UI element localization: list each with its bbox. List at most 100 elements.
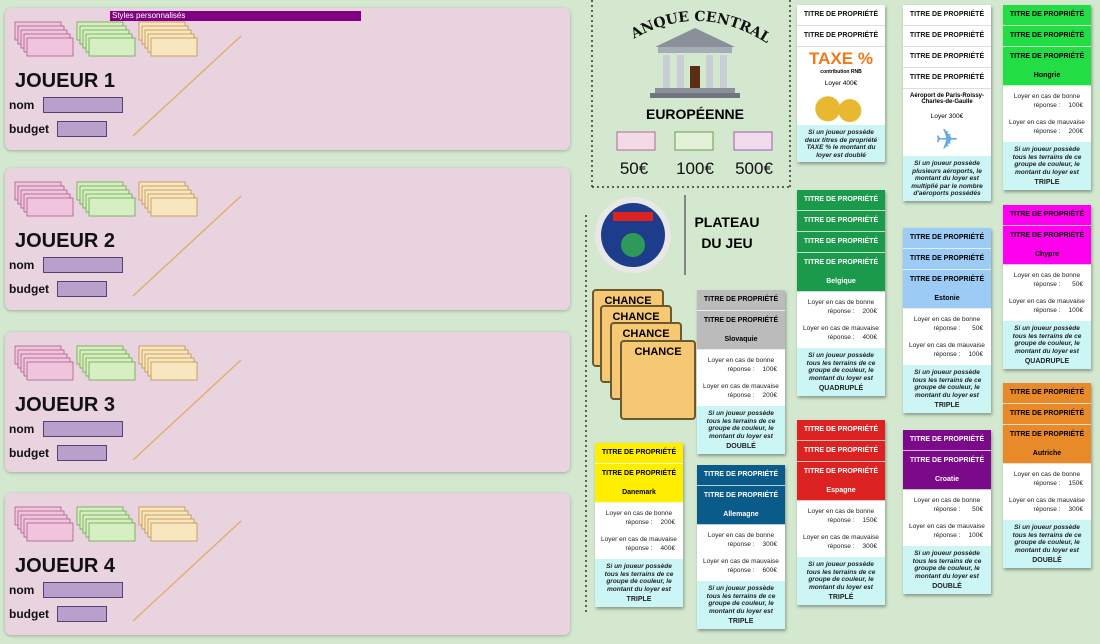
bank-title-path: BANQUE CENTRALE: [0, 0, 773, 47]
card-header: TITRE DE PROPRIÉTÉ: [595, 443, 683, 464]
property-card: TITRE DE PROPRIÉTÉ TITRE DE PROPRIÉTÉ Croa…: [903, 430, 991, 594]
name-input[interactable]: [43, 421, 123, 437]
card-header: TITRE DE PROPRIÉTÉ: [697, 290, 785, 311]
card-header: TITRE DE PROPRIÉTÉ: [1003, 205, 1091, 226]
multiplier: DOUBLÉ: [932, 583, 962, 590]
player-panel: JOUEUR 3 nom budget: [5, 332, 570, 472]
card-body: Loyer en cas de bonne réponse :100€ Loyer…: [697, 350, 785, 406]
budget-label: budget: [9, 446, 49, 460]
rent-good-label: Loyer en cas de bonne réponse :: [1013, 272, 1081, 288]
card-header: TITRE DE PROPRIÉTÉ: [797, 232, 885, 253]
rent-good: 150€: [862, 517, 877, 524]
card-name: Chypre: [1034, 251, 1060, 258]
card-header: TITRE DE PROPRIÉTÉ Danemark: [595, 464, 683, 503]
card-header-text: TITRE DE PROPRIÉTÉ: [1009, 211, 1085, 218]
card-header-text: TITRE DE PROPRIÉTÉ: [803, 468, 879, 475]
card-rent: Loyer 300€: [930, 113, 964, 120]
rent-good: 100€: [1068, 102, 1083, 109]
card-header-text: TITRE DE PROPRIÉTÉ: [703, 296, 779, 303]
card-header-text: TITRE DE PROPRIÉTÉ: [909, 436, 985, 443]
rent-bad: 100€: [968, 351, 983, 358]
multiplier: TRIPLE: [728, 618, 754, 625]
board-label: PLATEAU: [694, 214, 760, 230]
card-name: Espagne: [826, 487, 856, 494]
card-header-text: TITRE DE PROPRIÉTÉ: [601, 449, 677, 456]
multiplier: TRIPLE: [1034, 179, 1060, 186]
card-rule: Si un joueur possède deux titres de prop…: [797, 125, 885, 162]
note-value: 500€: [735, 159, 773, 178]
bank-icon: [650, 28, 740, 98]
player-notes: [14, 181, 242, 297]
property-card: TITRE DE PROPRIÉTÉ TITRE DE PROPRIÉTÉ Dane…: [595, 443, 683, 607]
card-header: TITRE DE PROPRIÉTÉ: [903, 5, 991, 26]
tax-name: TAXE %: [809, 49, 873, 68]
card-header: TITRE DE PROPRIÉTÉ: [797, 211, 885, 232]
budget-input[interactable]: [57, 121, 107, 137]
card-header: TITRE DE PROPRIÉTÉ Autriche: [1003, 425, 1091, 464]
rent-good: 100€: [762, 366, 777, 373]
card-rule: Si un joueur possède tous les terrains d…: [1003, 321, 1091, 369]
player-panel: JOUEUR 1 nom budget: [5, 8, 570, 150]
rent-bad-label: Loyer en cas de mauvaise réponse :: [601, 536, 677, 552]
rent-bad: 300€: [862, 543, 877, 550]
card-body: Loyer en cas de bonne réponse :200€ Loyer…: [595, 503, 683, 559]
name-input[interactable]: [43, 257, 123, 273]
rule-text: Si un joueur possède tous les terrains d…: [912, 369, 982, 399]
card-header: TITRE DE PROPRIÉTÉ Slovaquie: [697, 311, 785, 350]
rent-bad-label: Loyer en cas de mauvaise réponse :: [703, 383, 779, 399]
budget-input[interactable]: [57, 606, 107, 622]
budget-input[interactable]: [57, 445, 107, 461]
card-name: Estonie: [934, 295, 960, 302]
chance-title: CHANCE: [612, 311, 660, 323]
card-rule: Si un joueur possède plusieurs aéroports…: [903, 156, 991, 201]
multiplier: TRIPLE: [934, 402, 960, 409]
card-name: Croatie: [934, 476, 960, 483]
card-header-text: TITRE DE PROPRIÉTÉ: [1009, 32, 1085, 39]
rent-bad-label: Loyer en cas de mauvaise réponse :: [1009, 298, 1085, 314]
rent-good-label: Loyer en cas de bonne réponse :: [1013, 471, 1081, 487]
property-card: TITRE DE PROPRIÉTÉ TITRE DE PROPRIÉTÉ TITR…: [797, 190, 885, 396]
property-card: TITRE DE PROPRIÉTÉ TITRE DE PROPRIÉTÉ TITR…: [903, 228, 991, 413]
card-name: Allemagne: [723, 511, 759, 518]
card-rule: Si un joueur possède tous les terrains d…: [1003, 520, 1091, 568]
budget-label: budget: [9, 122, 49, 136]
player-title: JOUEUR 4: [15, 555, 116, 577]
card-name: Belgique: [826, 278, 856, 285]
name-label: nom: [9, 98, 35, 112]
player-title: JOUEUR 2: [15, 230, 116, 252]
rent-good: 300€: [762, 541, 777, 548]
chance-card: CHANCE: [620, 340, 696, 420]
player-title: JOUEUR 3: [15, 394, 116, 416]
card-header: TITRE DE PROPRIÉTÉ: [903, 68, 991, 89]
player-notes: [14, 345, 242, 461]
bank-title: BANQUE CENTRALE: [0, 0, 773, 47]
card-header: TITRE DE PROPRIÉTÉ: [797, 26, 885, 47]
card-header-text: TITRE DE PROPRIÉTÉ: [703, 492, 779, 499]
card-body: Loyer en cas de bonne réponse :50€ Loyer …: [1003, 265, 1091, 321]
name-input[interactable]: [43, 97, 123, 113]
budget-input[interactable]: [57, 281, 107, 297]
rent-bad: 200€: [762, 392, 777, 399]
bank-subtitle: EUROPÉENNE: [645, 106, 745, 122]
card-name: Danemark: [622, 489, 656, 496]
rent-bad-label: Loyer en cas de mauvaise réponse :: [803, 534, 879, 550]
player-title: JOUEUR 1: [15, 70, 116, 92]
card-header: TITRE DE PROPRIÉTÉ: [903, 228, 991, 249]
bank-notes: [616, 131, 773, 151]
rule-text: Si un joueur possède tous les terrains d…: [706, 585, 776, 615]
card-rule: Si un joueur possède tous les terrains d…: [697, 406, 785, 454]
card-header: TITRE DE PROPRIÉTÉ Allemagne: [697, 486, 785, 525]
card-header: TITRE DE PROPRIÉTÉ Croatie: [903, 451, 991, 490]
card-header-text: TITRE DE PROPRIÉTÉ: [1009, 410, 1085, 417]
card-name: Slovaquie: [724, 336, 758, 343]
note-value: 100€: [676, 159, 714, 178]
board-icon: [595, 197, 671, 273]
card-header: TITRE DE PROPRIÉTÉ: [797, 420, 885, 441]
rent-good: 50€: [972, 325, 983, 332]
card-rule: Si un joueur possède tous les terrains d…: [595, 559, 683, 607]
card-body: Loyer en cas de bonne réponse :300€ Loyer…: [697, 525, 785, 581]
card-header: TITRE DE PROPRIÉTÉ: [903, 430, 991, 451]
name-input[interactable]: [43, 582, 123, 598]
card-header-text: TITRE DE PROPRIÉTÉ: [803, 447, 879, 454]
card-header-text: TITRE DE PROPRIÉTÉ: [601, 470, 677, 477]
